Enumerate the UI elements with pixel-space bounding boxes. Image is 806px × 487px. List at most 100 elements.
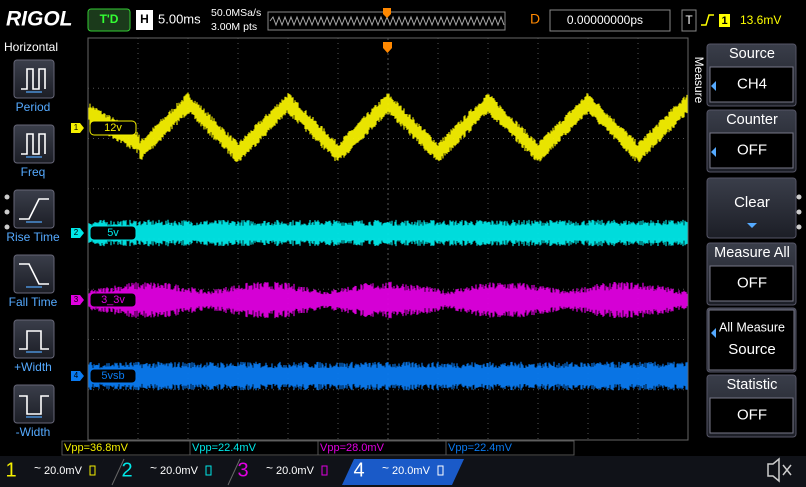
icon — [19, 395, 49, 415]
menu-label: Statistic — [727, 377, 778, 393]
menu-item[interactable] — [13, 384, 55, 424]
delay: 0.00000000ps — [567, 13, 643, 27]
channel-tag — [71, 371, 84, 381]
timebase-badge — [136, 10, 153, 30]
trigger-pos-marker — [383, 8, 391, 18]
icon — [19, 330, 49, 350]
coupling: ~ — [382, 461, 389, 475]
menu-arrow — [711, 147, 716, 157]
bandwidth-icon — [89, 465, 96, 476]
icon — [19, 263, 49, 285]
waveform — [88, 361, 688, 391]
edge-icon — [701, 14, 714, 26]
run-status[interactable] — [87, 8, 131, 32]
channel-number[interactable]: 1 — [5, 459, 16, 481]
bandwidth-icon — [437, 465, 444, 476]
menu-label: Measure All — [714, 245, 790, 261]
page-dot — [4, 224, 10, 230]
icon — [21, 68, 46, 90]
menu-label: -Width — [16, 425, 51, 439]
coupling: ~ — [34, 461, 41, 475]
menu-label: All Measure — [719, 320, 785, 334]
menu-label: Fall Time — [9, 295, 58, 309]
trigger-source: 1 — [721, 15, 727, 27]
menu-button[interactable] — [706, 177, 797, 239]
menu-label: Clear — [734, 194, 770, 211]
menu-label: Source — [729, 46, 775, 62]
channel-label-box — [89, 120, 137, 136]
channel-markers: 1 12v 2 5v 3 3_3v 4 5vsb — [71, 120, 137, 384]
page-dot — [796, 194, 802, 200]
memory-depth: 3.00M pts — [211, 21, 257, 33]
delay-box — [549, 9, 671, 32]
channel-label: 3_3v — [101, 294, 125, 306]
measurement: Vpp=22.4mV — [448, 442, 513, 454]
channel-label-box — [89, 292, 137, 308]
trigger-marker — [383, 42, 392, 53]
left-menu: Period Freq Rise Time Fall Time +Width -Width — [6, 59, 60, 439]
menu-value-box — [709, 265, 794, 302]
measurement: Vpp=28.0mV — [320, 442, 385, 454]
right-menu: Source CH4 Counter OFF Clear Measure All OFF Al… — [4, 43, 802, 438]
trigger-level: 13.6mV — [740, 13, 781, 27]
sample-rate: 50.0MSa/s — [211, 7, 261, 19]
icon-box — [13, 384, 55, 424]
page-dot — [796, 209, 802, 215]
menu-item[interactable] — [13, 319, 55, 359]
menu-item[interactable] — [13, 59, 55, 99]
menu-label: Rise Time — [6, 230, 60, 244]
channel-number[interactable]: 4 — [353, 459, 364, 481]
channel-number[interactable]: 3 — [237, 459, 248, 481]
waveform — [88, 92, 688, 163]
menu-item[interactable] — [13, 124, 55, 164]
waveforms — [88, 92, 688, 391]
channel-label: 5vsb — [101, 370, 124, 382]
page-dot — [4, 194, 10, 200]
channel-number[interactable]: 2 — [121, 459, 132, 481]
channel-separator — [111, 458, 125, 486]
bandwidth-icon — [205, 465, 212, 476]
measurement: Vpp=22.4mV — [192, 442, 257, 454]
menu-value-box — [709, 66, 794, 103]
channel-tag-number: 1 — [74, 123, 79, 132]
page-dot — [4, 209, 10, 215]
channel-tag — [71, 123, 84, 133]
channel-scale: 20.0mV — [44, 465, 83, 477]
channel-label: 5v — [107, 227, 119, 239]
menu-label: +Width — [14, 360, 52, 374]
menu-value: OFF — [737, 406, 767, 423]
menu-label: Freq — [21, 165, 46, 179]
channel-scale: 20.0mV — [392, 465, 431, 477]
icon — [21, 133, 46, 155]
channel-label-box — [89, 368, 137, 384]
channel-label: 12v — [104, 122, 122, 134]
brand: RIGOL — [6, 8, 73, 31]
right-menu-title: Measure — [692, 57, 706, 104]
menu-value-box — [708, 309, 795, 371]
measurement: Vpp=36.8mV — [64, 442, 129, 454]
menu-arrow — [747, 223, 757, 228]
channel-tag-number: 2 — [74, 228, 79, 237]
waveform — [88, 281, 688, 319]
menu-item[interactable] — [13, 254, 55, 294]
left-menu-title: Horizontal — [4, 40, 58, 54]
coupling: ~ — [266, 461, 273, 475]
channel-tag-number: 4 — [74, 371, 79, 380]
run-status-text: T'D — [100, 12, 119, 26]
menu-value-box — [709, 397, 794, 434]
channel-tag — [71, 228, 84, 238]
menu-value-box — [709, 132, 794, 169]
sound-icon[interactable] — [767, 457, 792, 483]
page-dot — [796, 224, 802, 230]
trigger-source-badge — [719, 14, 730, 27]
channel-scale: 20.0mV — [160, 465, 199, 477]
menu-label: Period — [16, 100, 51, 114]
menu-arrow — [711, 328, 716, 338]
channel-tag — [71, 295, 84, 305]
icon — [19, 198, 49, 220]
menu-label: Counter — [726, 112, 778, 128]
menu-item[interactable] — [13, 189, 55, 229]
measurement-box — [445, 440, 575, 456]
channel-tag-number: 3 — [74, 295, 79, 304]
